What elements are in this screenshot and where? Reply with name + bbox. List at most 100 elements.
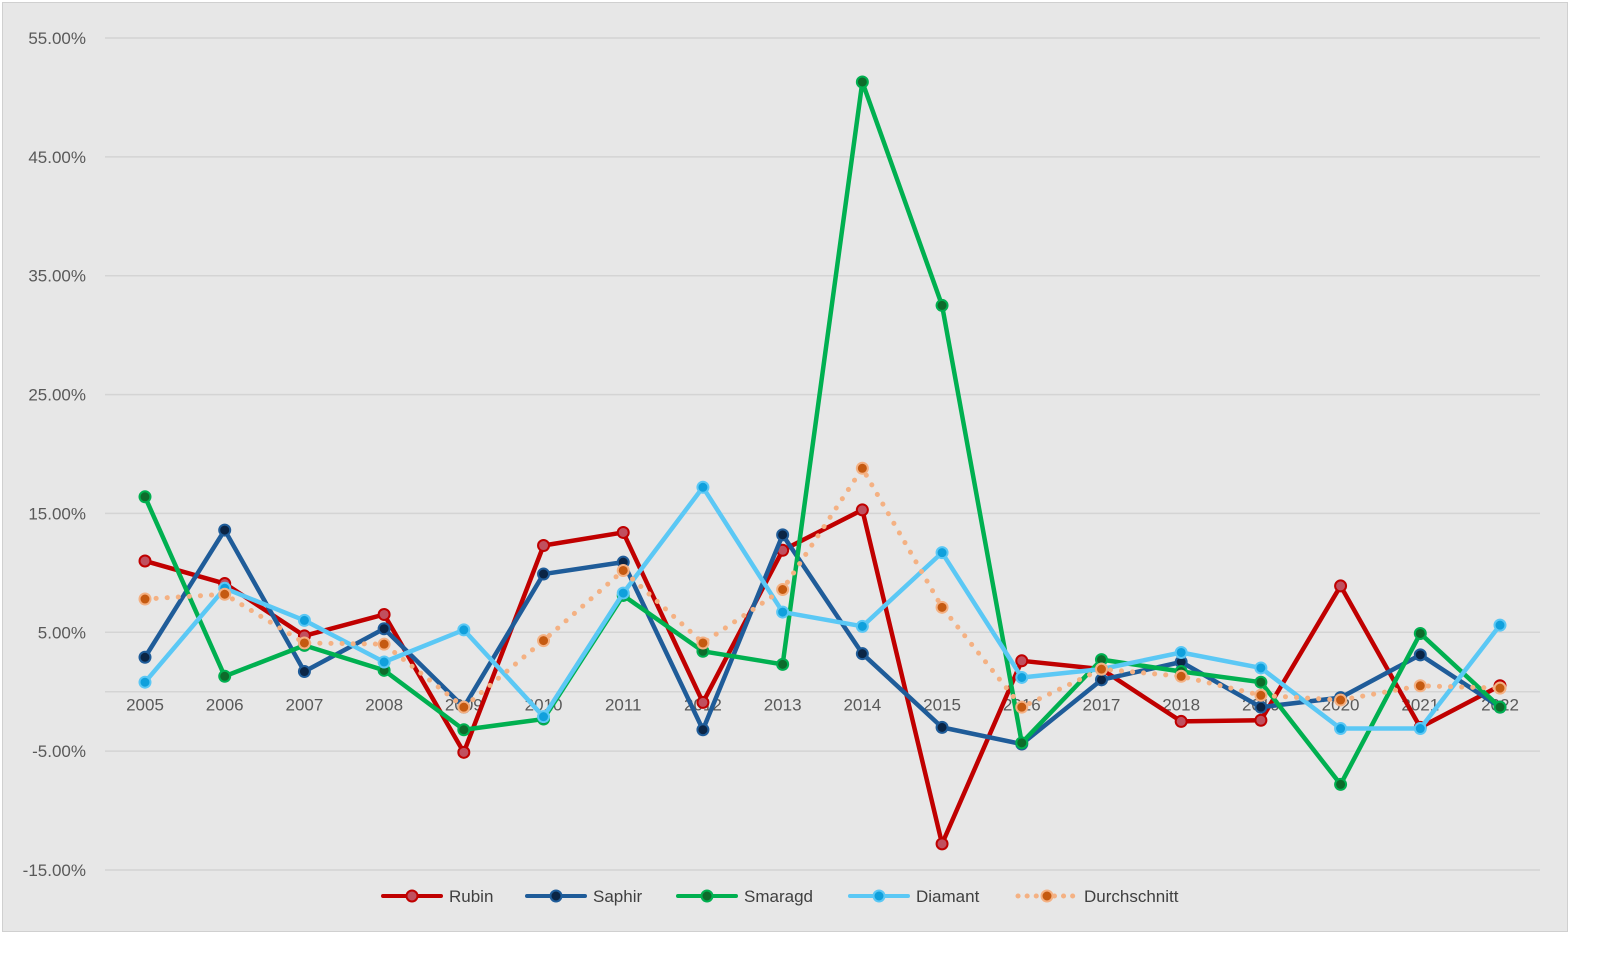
legend-marker bbox=[1040, 889, 1054, 903]
x-tick-label: 2007 bbox=[285, 696, 323, 715]
data-point bbox=[855, 647, 869, 661]
data-point bbox=[297, 636, 311, 650]
durchschnitt-line bbox=[142, 465, 1503, 710]
data-point bbox=[776, 657, 790, 671]
legend-label: Smaragd bbox=[744, 887, 813, 906]
legend-item-durchschnitt: Durchschnitt bbox=[1015, 887, 1179, 906]
data-point bbox=[1334, 777, 1348, 791]
x-tick-label: 2005 bbox=[126, 696, 164, 715]
data-point bbox=[138, 592, 152, 606]
data-point bbox=[696, 695, 710, 709]
x-tick-label: 2018 bbox=[1162, 696, 1200, 715]
data-point bbox=[537, 539, 551, 553]
data-point bbox=[297, 613, 311, 627]
data-point bbox=[1254, 688, 1268, 702]
data-point bbox=[1015, 736, 1029, 750]
series-saphir bbox=[138, 523, 1507, 751]
data-point bbox=[935, 720, 949, 734]
data-point bbox=[935, 298, 949, 312]
x-tick-label: 2011 bbox=[605, 696, 642, 715]
y-axis-ticks: -15.00% -5.00% 5.00% 15.00% 25.00% 35.00% 45.0… bbox=[23, 29, 86, 880]
data-point bbox=[776, 528, 790, 542]
data-point bbox=[1334, 579, 1348, 593]
y-tick-label: 15.00% bbox=[28, 504, 86, 523]
x-tick-label: 2015 bbox=[923, 696, 961, 715]
x-tick-label: 2014 bbox=[843, 696, 881, 715]
data-point bbox=[935, 546, 949, 560]
data-point bbox=[696, 723, 710, 737]
legend-label: Saphir bbox=[593, 887, 642, 906]
data-point bbox=[1413, 626, 1427, 640]
data-point bbox=[377, 655, 391, 669]
data-point bbox=[377, 622, 391, 636]
data-point bbox=[855, 461, 869, 475]
data-point bbox=[457, 723, 471, 737]
data-point bbox=[1015, 700, 1029, 714]
legend-marker bbox=[405, 889, 419, 903]
y-tick-label: 35.00% bbox=[28, 267, 86, 286]
data-point bbox=[855, 503, 869, 517]
data-point bbox=[776, 605, 790, 619]
data-point bbox=[138, 490, 152, 504]
data-point bbox=[537, 634, 551, 648]
legend-label: Diamant bbox=[916, 887, 980, 906]
legend-marker bbox=[549, 889, 563, 903]
data-point bbox=[935, 600, 949, 614]
data-point bbox=[457, 745, 471, 759]
data-point bbox=[855, 75, 869, 89]
data-point bbox=[138, 554, 152, 568]
y-tick-label: 25.00% bbox=[28, 386, 86, 405]
data-point bbox=[218, 523, 232, 537]
y-tick-label: -15.00% bbox=[23, 861, 86, 880]
x-tick-label: 2008 bbox=[365, 696, 403, 715]
data-point bbox=[1334, 722, 1348, 736]
data-point bbox=[616, 563, 630, 577]
data-point bbox=[1413, 679, 1427, 693]
data-point bbox=[1174, 714, 1188, 728]
series-diamant bbox=[138, 480, 1507, 736]
y-tick-label: 45.00% bbox=[28, 148, 86, 167]
data-point bbox=[1413, 722, 1427, 736]
data-point bbox=[537, 567, 551, 581]
data-point bbox=[1015, 670, 1029, 684]
data-point bbox=[1493, 700, 1507, 714]
data-point bbox=[457, 700, 471, 714]
legend: Rubin Saphir Smaragd Diamant Durchschnitt bbox=[381, 887, 1179, 906]
data-point bbox=[218, 587, 232, 601]
data-point bbox=[1493, 618, 1507, 632]
smaragd-line bbox=[142, 79, 1503, 787]
data-point bbox=[696, 480, 710, 494]
data-point bbox=[1493, 681, 1507, 695]
data-point bbox=[1174, 645, 1188, 659]
legend-item-diamant: Diamant bbox=[848, 887, 980, 906]
data-point bbox=[616, 525, 630, 539]
legend-label: Durchschnitt bbox=[1084, 887, 1179, 906]
saphir-line bbox=[142, 527, 1503, 747]
data-point bbox=[1413, 648, 1427, 662]
legend-item-saphir: Saphir bbox=[525, 887, 642, 906]
data-point bbox=[377, 607, 391, 621]
data-point bbox=[138, 675, 152, 689]
data-point bbox=[1015, 654, 1029, 668]
data-point bbox=[297, 665, 311, 679]
series-lines bbox=[138, 75, 1507, 851]
rubin-line bbox=[142, 507, 1503, 847]
x-tick-label: 2013 bbox=[764, 696, 802, 715]
data-point bbox=[935, 837, 949, 851]
data-point bbox=[1254, 675, 1268, 689]
y-tick-label: 55.00% bbox=[28, 29, 86, 48]
data-point bbox=[696, 636, 710, 650]
data-point bbox=[1094, 673, 1108, 687]
data-point bbox=[1254, 713, 1268, 727]
data-point bbox=[218, 669, 232, 683]
data-point bbox=[1254, 661, 1268, 675]
data-point bbox=[457, 623, 471, 637]
series-rubin bbox=[138, 503, 1507, 851]
data-point bbox=[855, 619, 869, 633]
data-point bbox=[616, 586, 630, 600]
y-tick-label: -5.00% bbox=[32, 742, 86, 761]
data-point bbox=[537, 710, 551, 724]
data-point bbox=[1094, 662, 1108, 676]
data-point bbox=[1334, 693, 1348, 707]
